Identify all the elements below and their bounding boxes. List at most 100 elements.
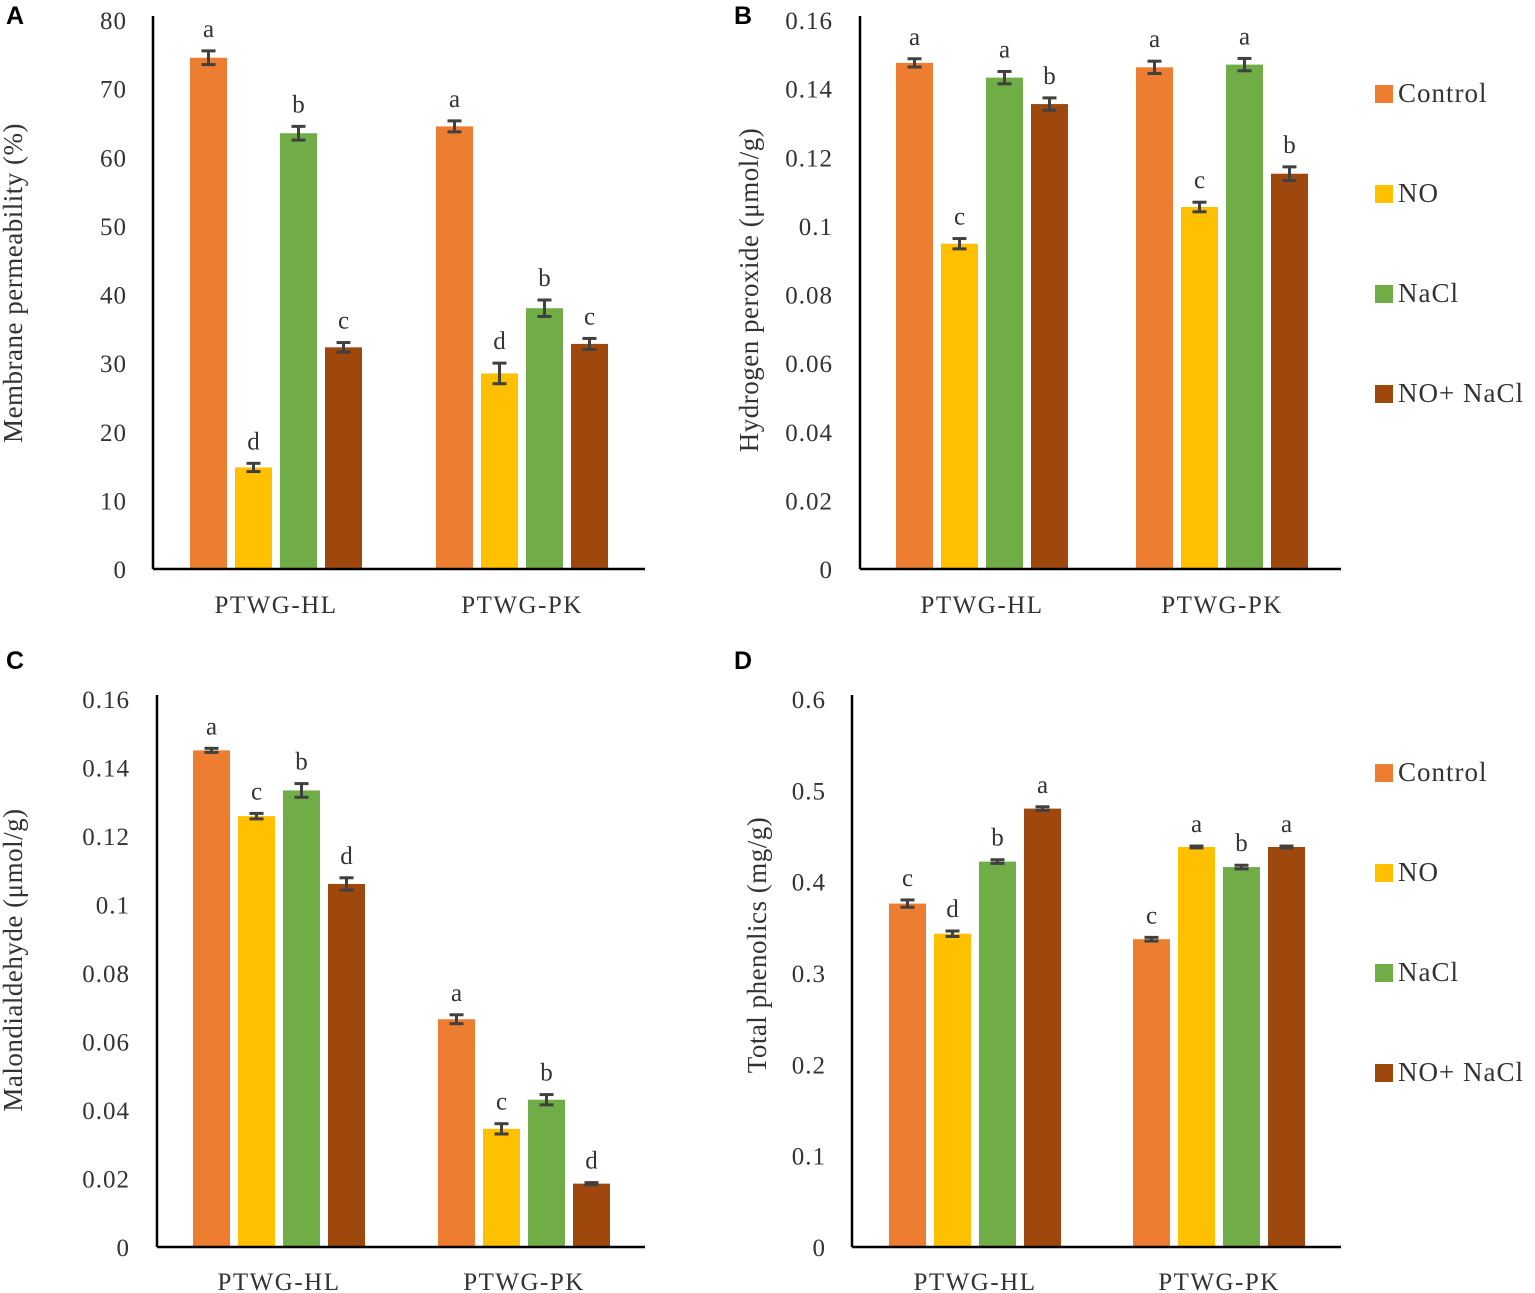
legend-swatch — [1375, 85, 1393, 103]
legend-swatch — [1375, 1064, 1393, 1082]
bar-nacl-ptwg-pk — [528, 1099, 565, 1247]
significance-letter: a — [203, 16, 214, 43]
y-axis-label: Total phenolics (mg/g) — [742, 817, 772, 1074]
bar-no-nacl-ptwg-pk — [1268, 846, 1305, 1247]
significance-letter: d — [340, 843, 353, 870]
significance-letter: a — [1239, 23, 1250, 50]
y-tick-label: 0.08 — [785, 283, 833, 310]
error-bar — [1042, 96, 1057, 112]
y-tick-label: 0 — [114, 557, 128, 584]
legend-swatch — [1375, 764, 1393, 782]
error-bar — [537, 298, 552, 318]
significance-letter: b — [1043, 63, 1056, 90]
error-bar — [900, 898, 915, 909]
bar-nacl-ptwg-hl — [283, 790, 320, 1247]
bar-control-ptwg-pk — [1136, 67, 1173, 569]
legend: Control NO NaCl NO+ NaCl — [1375, 757, 1523, 1087]
significance-letter: c — [1194, 167, 1205, 194]
y-axis-label: Membrane permeability (%) — [0, 123, 28, 443]
bar-nacl-ptwg-hl — [280, 133, 317, 569]
error-bar — [291, 124, 306, 142]
bar-nacl-ptwg-hl — [979, 861, 1016, 1247]
error-bar — [945, 929, 960, 938]
y-tick-label: 80 — [100, 8, 127, 35]
error-bar — [1035, 805, 1050, 812]
error-bar — [201, 49, 216, 67]
bar-no-ptwg-pk — [1178, 846, 1215, 1247]
y-tick-label: 0.3 — [792, 961, 826, 988]
error-bar — [1192, 200, 1207, 214]
y-tick-label: 0 — [813, 1235, 827, 1262]
bar-control-ptwg-pk — [438, 1019, 475, 1247]
bar-control-ptwg-pk — [1133, 939, 1170, 1247]
x-category-label: PTWG-PK — [1158, 1269, 1280, 1293]
error-bar — [1237, 56, 1252, 73]
significance-letter: a — [451, 980, 462, 1007]
legend-item: NO+ NaCl — [1375, 378, 1524, 408]
significance-letter: c — [584, 303, 595, 330]
significance-letter: a — [909, 24, 920, 51]
bar-no-nacl-ptwg-pk — [571, 343, 608, 569]
error-bar — [494, 1122, 509, 1136]
legend-label: Control — [1398, 757, 1488, 787]
error-bar — [539, 1093, 554, 1107]
y-axis-label: Hydrogen peroxide (μmol/g) — [734, 128, 764, 452]
error-bar — [1234, 863, 1249, 871]
error-bar — [1279, 844, 1294, 850]
y-tick-label: 0.02 — [785, 488, 833, 515]
error-bar — [492, 361, 507, 386]
error-bar — [1147, 59, 1162, 76]
significance-letter: a — [1191, 811, 1202, 838]
x-category-label: PTWG-HL — [218, 1269, 341, 1293]
significance-letter: b — [1283, 132, 1296, 159]
y-tick-label: 0.04 — [82, 1098, 130, 1125]
error-bar — [1282, 165, 1297, 183]
significance-letter: a — [999, 36, 1010, 63]
error-bar — [907, 57, 922, 69]
error-bar — [1144, 935, 1159, 943]
y-tick-label: 50 — [100, 214, 127, 241]
bar-no-nacl-ptwg-hl — [328, 883, 365, 1247]
legend-swatch — [1375, 285, 1393, 303]
y-tick-label: 0.12 — [82, 824, 130, 851]
significance-letter: c — [338, 308, 349, 335]
y-tick-label: 0.1 — [799, 214, 833, 241]
x-category-label: PTWG-PK — [1161, 592, 1283, 619]
legend-item: NaCl — [1375, 957, 1458, 987]
significance-letter: d — [493, 328, 506, 355]
bar-control-ptwg-hl — [889, 903, 926, 1247]
error-bar — [204, 746, 219, 754]
bar-no-ptwg-hl — [235, 467, 272, 569]
x-category-label: PTWG-PK — [463, 1269, 585, 1293]
y-tick-label: 0.12 — [785, 145, 833, 172]
bar-control-ptwg-hl — [190, 57, 227, 570]
bar-control-ptwg-pk — [436, 126, 473, 570]
error-bar — [952, 237, 967, 251]
bar-nacl-ptwg-pk — [526, 308, 563, 569]
legend-swatch — [1375, 864, 1393, 882]
significance-letter: d — [585, 1148, 598, 1175]
y-tick-label: 0.14 — [82, 756, 130, 783]
y-tick-label: 40 — [100, 283, 127, 310]
error-bar — [339, 876, 354, 892]
significance-letter: a — [206, 713, 217, 740]
significance-letter: a — [1281, 811, 1292, 838]
bar-nacl-ptwg-pk — [1223, 867, 1260, 1247]
y-tick-label: 30 — [100, 351, 127, 378]
error-bar — [249, 811, 264, 821]
legend-label: Control — [1398, 78, 1488, 108]
y-tick-label: 0.2 — [792, 1052, 826, 1079]
y-tick-label: 20 — [100, 420, 127, 447]
legend-swatch — [1375, 385, 1393, 403]
legend-swatch — [1375, 964, 1393, 982]
legend-item: NO — [1375, 857, 1438, 887]
chart-panel-D: D Total phenolics (mg/g) 0 0.1 0.2 0.3 0.4 0.5 0… — [734, 647, 1341, 1293]
y-tick-label: 0.16 — [785, 8, 833, 35]
significance-letter: b — [540, 1060, 553, 1087]
x-category-label: PTWG-PK — [461, 592, 583, 619]
legend-label: NaCl — [1398, 278, 1459, 308]
legend-label: NO+ NaCl — [1398, 378, 1524, 408]
significance-letter: c — [1146, 902, 1157, 929]
chart-panel-B: B Hydrogen peroxide (μmol/g) 0 0.02 0.04 0.06… — [734, 2, 1341, 619]
